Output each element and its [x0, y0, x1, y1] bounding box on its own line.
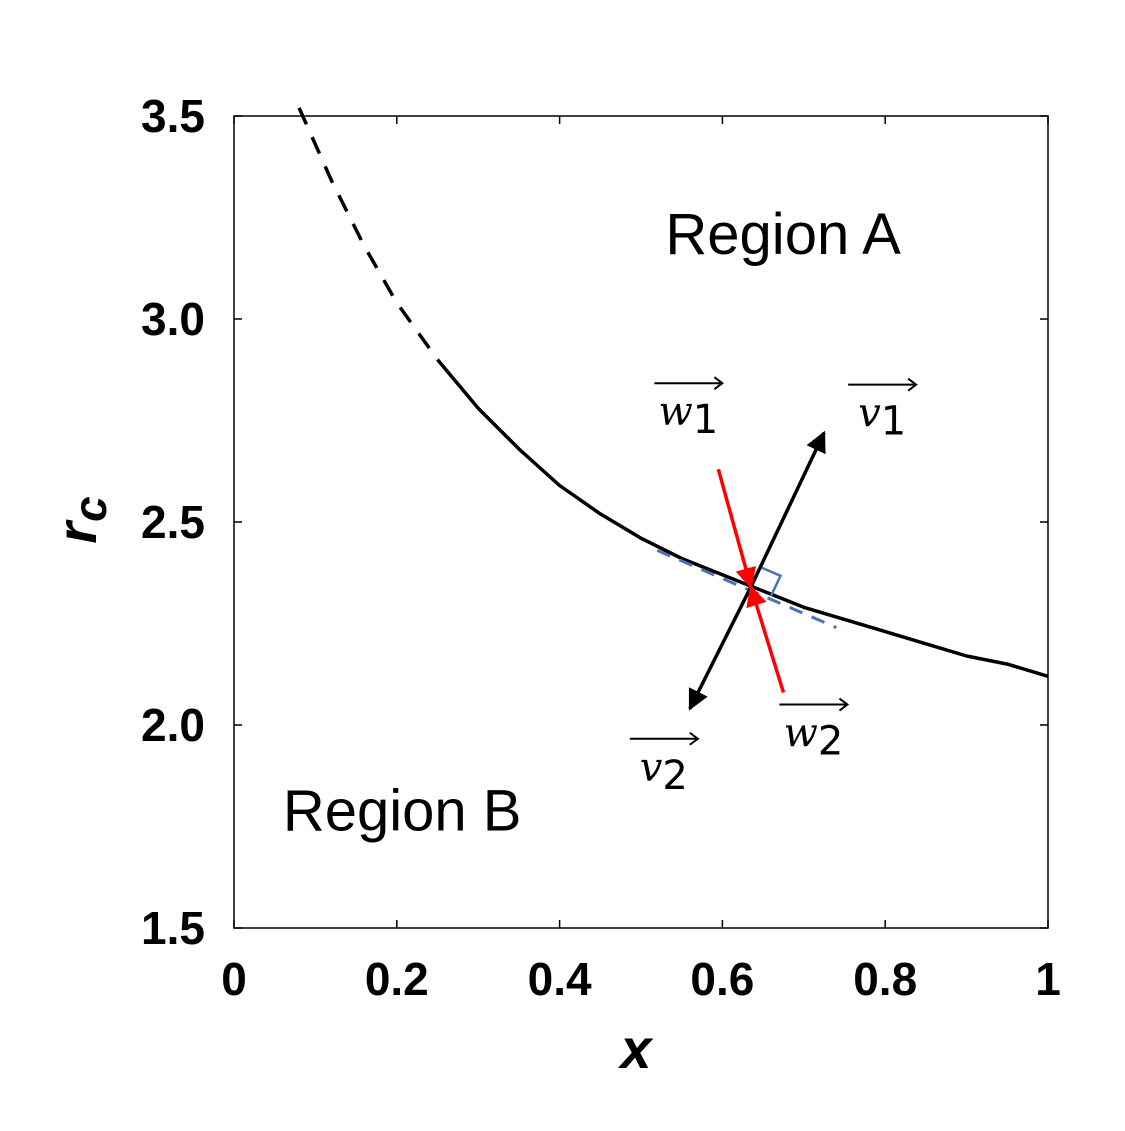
y-tick-label-4: 3.5: [141, 90, 205, 142]
vector-v1-label-text: v1: [858, 391, 906, 445]
x-tick-label-2: 0.4: [528, 953, 592, 1005]
y-tick-label-0: 1.5: [141, 902, 205, 954]
x-tick-label-0: 0: [221, 953, 247, 1005]
x-tick-label-3: 0.6: [690, 953, 754, 1005]
vector-w2-label: w2: [779, 697, 850, 765]
vector-v1-arrow: [749, 430, 826, 588]
vector-w1-overarrow-head: [713, 376, 724, 391]
vector-w2-arrow: [746, 584, 786, 694]
y-axis-title-subscript: c: [64, 496, 116, 522]
vector-v1-label-name: v: [858, 391, 881, 437]
y-tick-label-3: 3.0: [141, 293, 205, 345]
tangent-layer: [656, 549, 837, 629]
y-axis-title-main: r: [45, 519, 108, 544]
region-annotations: Region A Region B: [283, 202, 901, 844]
vector-w1-arrow: [716, 468, 756, 589]
curve-solid-segment: [436, 358, 1049, 678]
y-axis-title: rc: [45, 496, 116, 543]
vector-v2-label-name: v: [640, 745, 663, 791]
vector-v1-label-subscript: 1: [881, 399, 906, 445]
curve-dashed-segment: [297, 107, 439, 361]
x-tick-label-5: 1: [1035, 953, 1061, 1005]
vector-v2-label-text: v2: [640, 745, 688, 799]
x-tick-label-1: 0.2: [365, 953, 429, 1005]
vector-w1-label-subscript: 1: [693, 397, 718, 443]
x-tick-label-4: 0.8: [853, 953, 917, 1005]
y-tick-label-2: 2.5: [141, 496, 205, 548]
vector-w1-label-text: w1: [658, 389, 718, 443]
vector-w2-label-text: w2: [784, 711, 844, 765]
region-label-0: Region A: [665, 202, 901, 267]
vector-w1-label: w1: [654, 376, 724, 443]
vector-v1-label: v1: [848, 377, 918, 445]
vector-v1-overarrow-head: [907, 377, 918, 392]
axis-ticks: [233, 115, 1049, 929]
right-angle-marker: [759, 565, 783, 597]
vector-v2-label-subscript: 2: [662, 753, 687, 799]
x-axis-title: x: [617, 1017, 654, 1080]
region-label-1: Region B: [283, 779, 522, 844]
y-tick-labels: 1.5 2.0 2.5 3.0 3.5: [141, 90, 205, 954]
vector-w2-label-name: w: [784, 711, 818, 757]
x-tick-labels: 0 0.2 0.4 0.6 0.8 1: [221, 953, 1061, 1005]
vector-w2-label-subscript: 2: [818, 719, 843, 765]
vector-v2-overarrow-head: [689, 731, 700, 746]
vector-w1-label-name: w: [658, 389, 692, 435]
vector-w2-overarrow-head: [838, 697, 850, 712]
tangent-line: [656, 549, 837, 629]
y-tick-label-1: 2.0: [141, 699, 205, 751]
vector-v2-label: v2: [629, 731, 700, 799]
vector-v2-arrow: [688, 586, 753, 711]
